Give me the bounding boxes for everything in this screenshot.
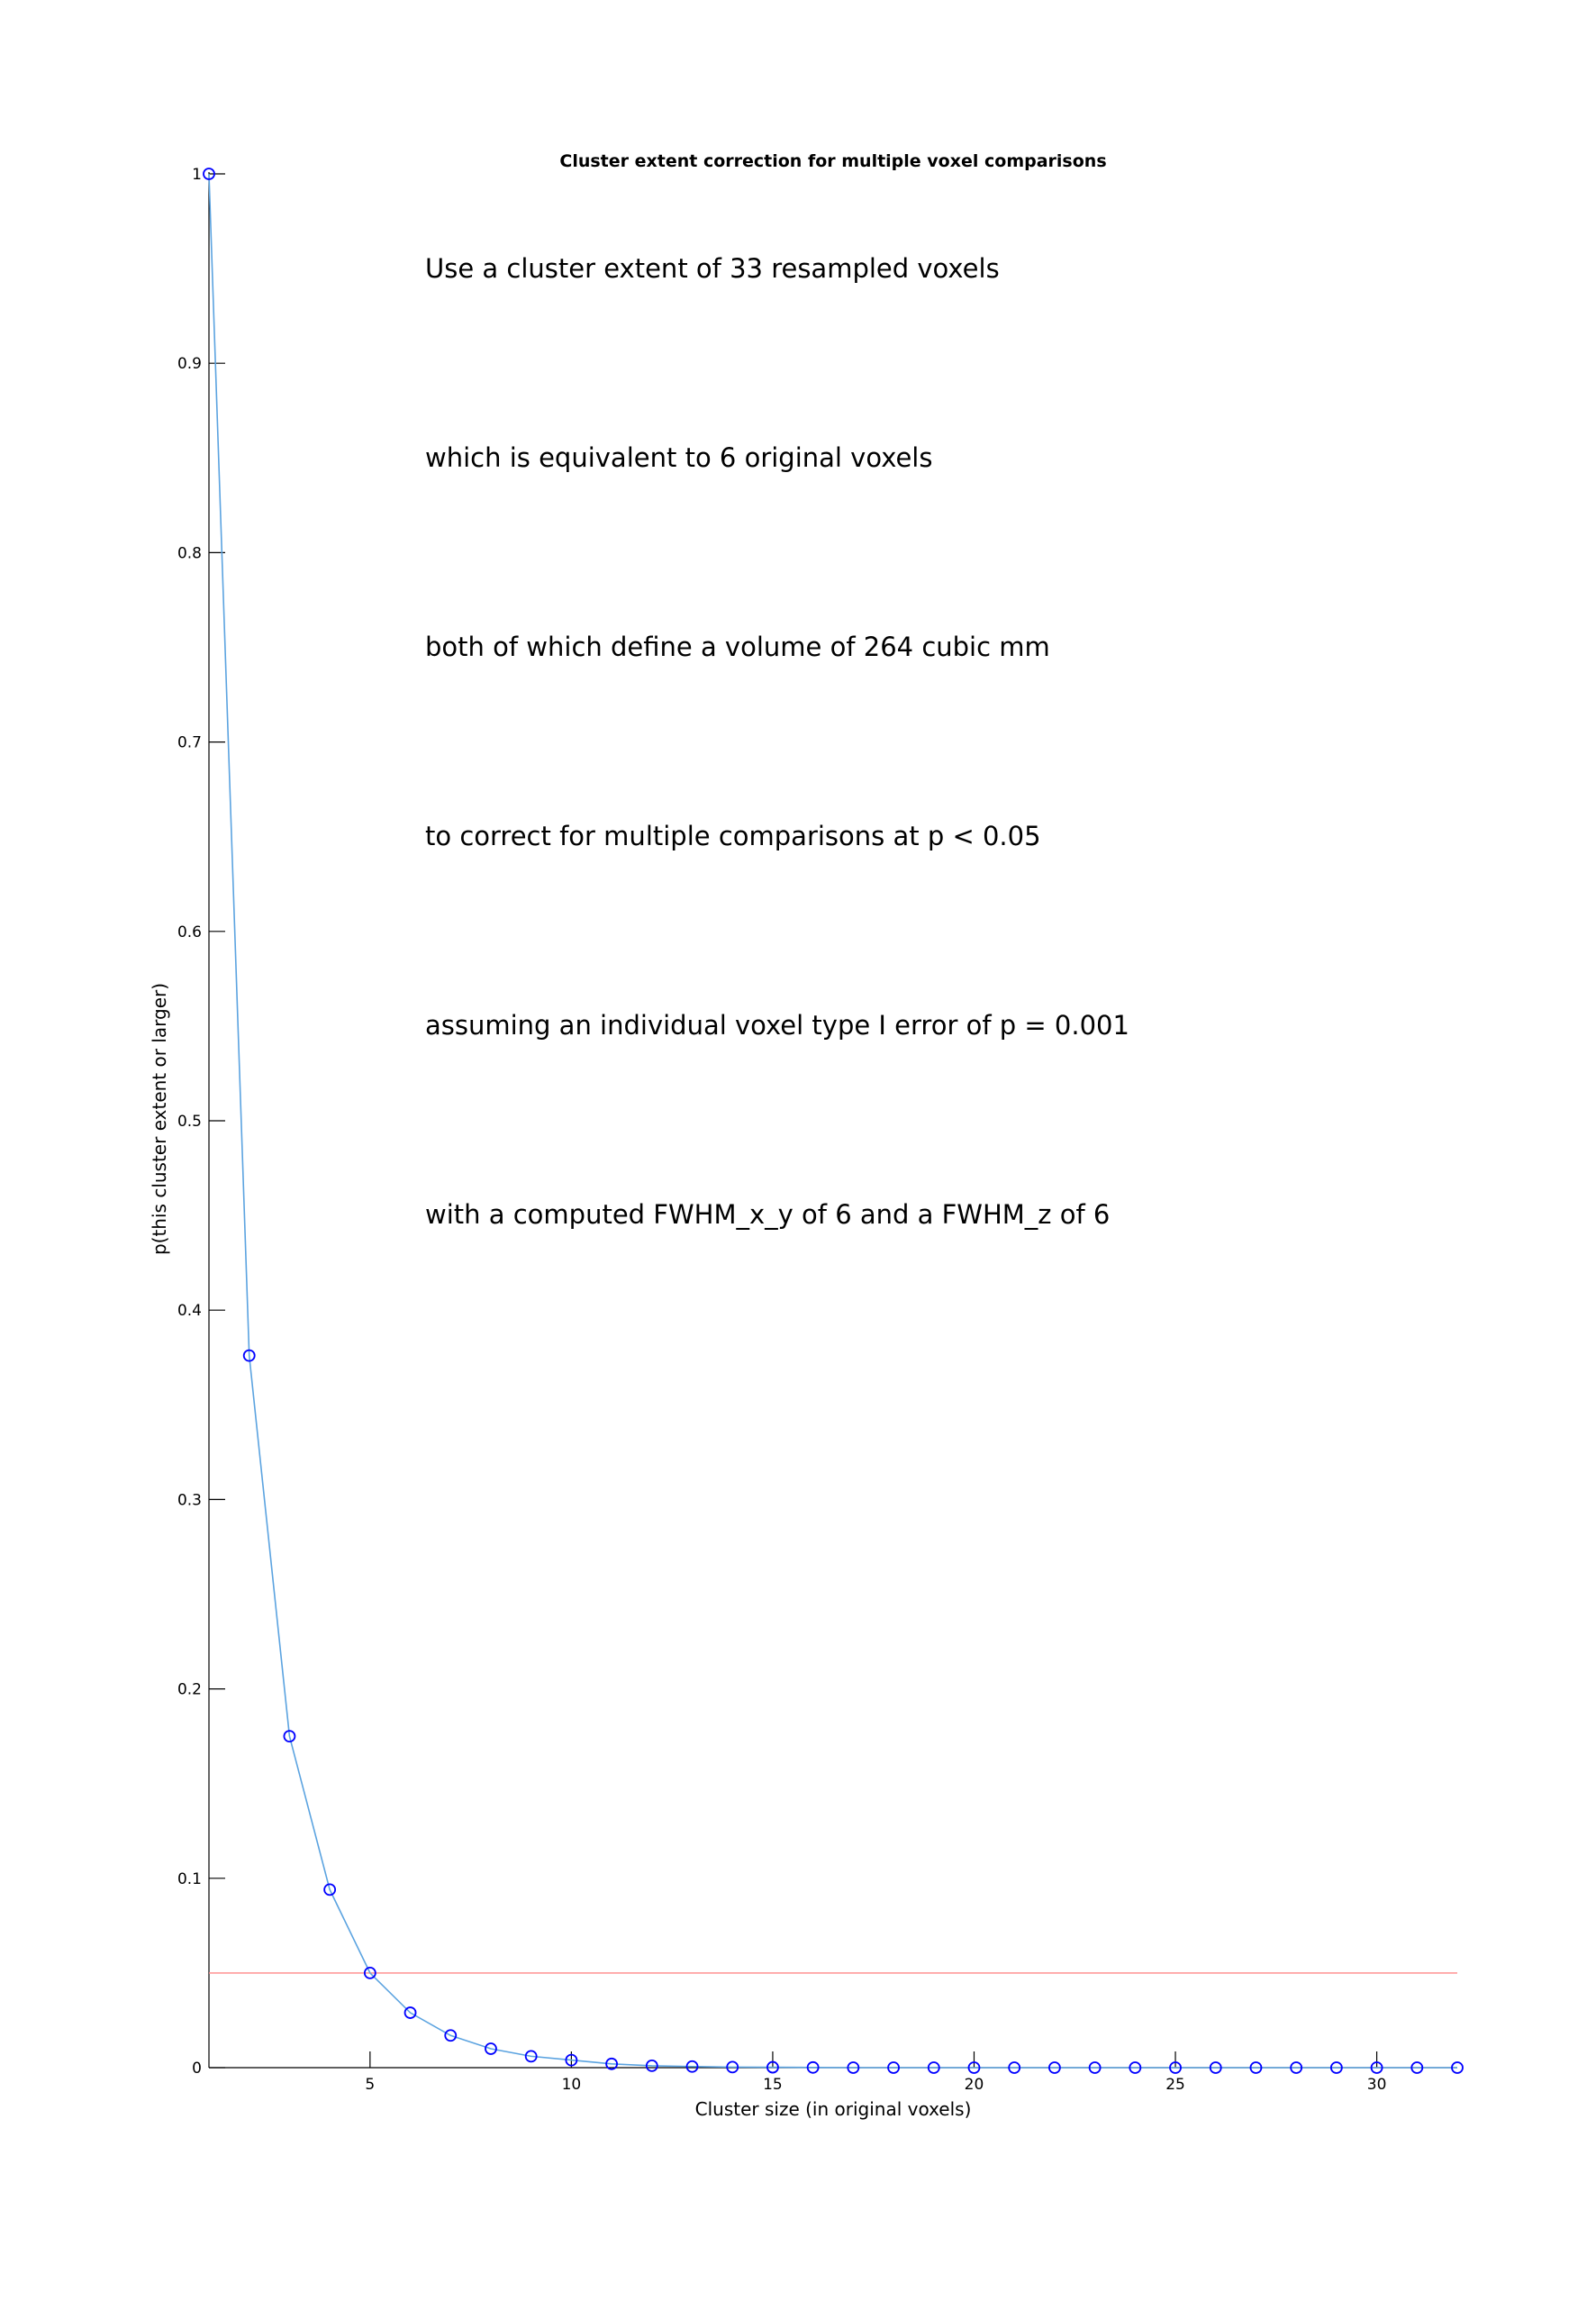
data-point <box>766 2060 779 2074</box>
data-point <box>1329 2061 1343 2074</box>
data-point <box>1290 2061 1303 2074</box>
series-group <box>203 168 1464 2074</box>
x-axis-label: Cluster size (in original voxels) <box>695 2098 972 2120</box>
data-point <box>404 2006 417 2019</box>
data-point <box>1088 2061 1102 2074</box>
data-point <box>927 2061 940 2074</box>
data-point <box>685 2060 699 2073</box>
y-tick-label: 0.6 <box>177 923 202 941</box>
annotation-line: to correct for multiple comparisons at p… <box>425 821 1041 851</box>
annotation-line: assuming an individual voxel type I erro… <box>425 1010 1129 1041</box>
annotation-line: which is equivalent to 6 original voxels <box>425 442 932 473</box>
data-point <box>887 2061 900 2074</box>
data-point <box>1370 2061 1383 2074</box>
data-point <box>1451 2061 1464 2074</box>
y-tick-label: 0.8 <box>177 544 202 562</box>
x-tick-label: 10 <box>562 2076 582 2094</box>
data-point <box>1048 2061 1061 2074</box>
series-line <box>208 173 1457 2069</box>
data-point <box>565 2053 578 2067</box>
data-point <box>726 2060 739 2074</box>
data-point <box>363 1966 376 1979</box>
data-point <box>605 2057 618 2070</box>
y-tick-label: 0.4 <box>177 1302 202 1320</box>
data-point <box>444 2029 458 2042</box>
y-tick-label: 0.2 <box>177 1681 202 1699</box>
y-tick-label: 0.1 <box>177 1870 202 1888</box>
data-point <box>524 2050 538 2063</box>
y-axis-label: p(this cluster extent or larger) <box>149 983 170 1255</box>
annotation-line: both of which define a volume of 264 cub… <box>425 632 1050 662</box>
x-tick-label: 15 <box>763 2076 783 2094</box>
x-tick-label: 20 <box>965 2076 984 2094</box>
y-tick-label: 1 <box>192 166 202 184</box>
data-point <box>847 2061 860 2074</box>
y-tick-label: 0.9 <box>177 355 202 373</box>
annotation-line: Use a cluster extent of 33 resampled vox… <box>425 253 1000 284</box>
data-point <box>1410 2061 1424 2074</box>
chart-title: Cluster extent correction for multiple v… <box>559 151 1106 171</box>
y-tick-label: 0 <box>192 2060 202 2078</box>
data-point <box>283 1730 296 1743</box>
x-tick-label: 30 <box>1367 2076 1387 2094</box>
data-point <box>203 168 215 180</box>
data-point <box>806 2060 820 2074</box>
x-tick-label: 5 <box>365 2076 375 2094</box>
data-point <box>1209 2061 1222 2074</box>
data-point <box>323 1883 337 1896</box>
y-tick-label: 0.5 <box>177 1113 202 1131</box>
y-tick-label: 0.7 <box>177 734 202 752</box>
annotations: Use a cluster extent of 33 resampled vox… <box>425 253 1129 1230</box>
data-point <box>1249 2061 1263 2074</box>
x-tick-label: 25 <box>1165 2076 1185 2094</box>
data-point <box>485 2042 497 2055</box>
data-point <box>967 2061 981 2074</box>
data-point <box>1008 2061 1021 2074</box>
y-tick-label: 0.3 <box>177 1491 202 1509</box>
data-point <box>645 2059 658 2072</box>
annotation-line: with a computed FWHM_x_y of 6 and a FWHM… <box>425 1199 1110 1230</box>
data-point <box>1129 2061 1142 2074</box>
data-point <box>242 1349 256 1362</box>
data-point <box>1169 2061 1182 2074</box>
